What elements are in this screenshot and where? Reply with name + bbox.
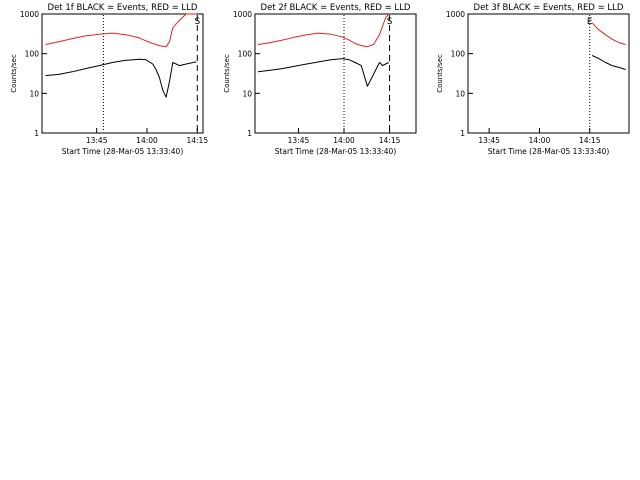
x-tick-label: 13:45	[288, 136, 310, 145]
chart-panel-3f: Det 3f BLACK = Events, RED = LLD 1 10 100 10…	[426, 0, 639, 160]
chart-svg: Det 2f BLACK = Events, RED = LLD 1 10 100 10…	[223, 3, 417, 156]
series-line-lld	[257, 13, 390, 48]
chart-svg: Det 3f BLACK = Events, RED = LLD 1 10 100 10…	[436, 3, 630, 156]
y-tick-label: 1	[460, 129, 465, 138]
y-tick-label: 100	[25, 50, 40, 59]
chart-title: Det 3f BLACK = Events, RED = LLD	[474, 3, 624, 13]
x-tick-label: 14:00	[333, 136, 355, 145]
series-line-events	[257, 58, 389, 87]
y-tick-label: 10	[29, 89, 39, 98]
plot-frame	[467, 13, 630, 134]
y-tick-label: 10	[242, 89, 252, 98]
chart-panel-1f: Det 1f BLACK = Events, RED = LLD 1 10 100 10…	[0, 0, 213, 160]
x-tick-label: 14:15	[579, 136, 601, 145]
y-tick-label: 1000	[20, 10, 39, 19]
x-axis-label: Start Time (28-Mar-05 13:33:40)	[488, 147, 610, 156]
x-tick-label: 14:15	[186, 136, 208, 145]
x-axis-label: Start Time (28-Mar-05 13:33:40)	[275, 147, 397, 156]
y-tick-label: 100	[451, 50, 466, 59]
y-tick-label: 100	[238, 50, 253, 59]
event-marker-label: S	[194, 17, 200, 27]
y-axis-label: Counts/sec	[10, 54, 18, 93]
plot-frame	[41, 13, 204, 134]
x-tick-label: 14:15	[379, 136, 401, 145]
series-line-lld	[45, 13, 197, 48]
x-tick-label: 14:00	[529, 136, 551, 145]
x-tick-label: 13:45	[478, 136, 500, 145]
chart-title: Det 1f BLACK = Events, RED = LLD	[48, 3, 198, 13]
chart-svg: Det 1f BLACK = Events, RED = LLD 1 10 100 10…	[10, 3, 208, 156]
chart-panel-2f: Det 2f BLACK = Events, RED = LLD 1 10 100 10…	[213, 0, 426, 160]
y-tick-label: 1000	[233, 10, 252, 19]
event-marker-label: E	[587, 17, 593, 27]
plot-frame	[254, 13, 417, 134]
y-tick-label: 1	[34, 129, 39, 138]
series-line-lld	[591, 22, 626, 45]
y-tick-label: 1	[247, 129, 252, 138]
event-marker-label: S	[387, 17, 393, 27]
y-tick-label: 10	[455, 89, 465, 98]
y-tick-label: 1000	[446, 10, 465, 19]
x-axis-label: Start Time (28-Mar-05 13:33:40)	[62, 147, 184, 156]
series-line-events	[45, 58, 197, 98]
x-tick-label: 13:45	[86, 136, 108, 145]
x-tick-label: 14:00	[136, 136, 158, 145]
y-axis-label: Counts/sec	[436, 54, 444, 93]
chart-title: Det 2f BLACK = Events, RED = LLD	[261, 3, 411, 13]
series-line-events	[591, 55, 626, 70]
y-axis-label: Counts/sec	[223, 54, 231, 93]
